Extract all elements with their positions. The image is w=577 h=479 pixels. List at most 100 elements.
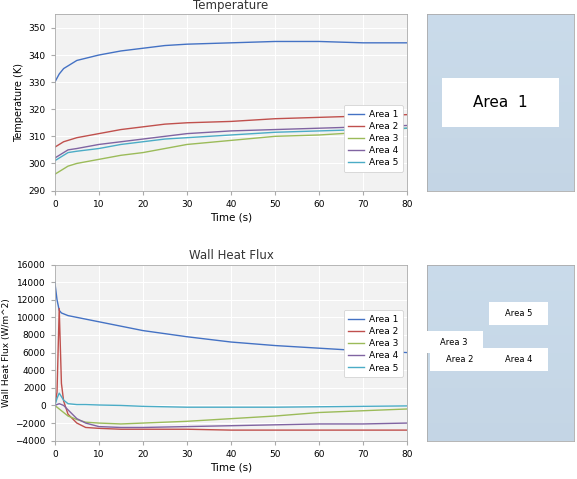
Area 4 [65,407,72,413]
Bar [427,120,574,129]
Area 2 [227,118,234,124]
Area 4 [162,134,168,139]
Area 1 [95,52,102,58]
Area 3 [360,129,367,135]
Bar [427,164,574,173]
Area 5 [140,403,147,409]
Area 5 [82,402,89,408]
Area 2 [404,427,411,433]
Area 3 [316,410,323,415]
Area 3 [227,416,234,422]
Text: Area 3: Area 3 [440,338,467,346]
X-axis label: Time (s): Time (s) [210,213,252,223]
Line: Area 5: Area 5 [55,128,407,161]
FancyBboxPatch shape [442,78,560,127]
Area 4 [54,402,61,408]
Area 2 [95,425,102,431]
Area 5 [58,394,65,399]
Area 1 [82,316,89,322]
Area 4 [118,139,125,145]
Area 3 [404,125,411,131]
Area 1 [183,41,190,47]
Area 4 [73,416,80,422]
Bar [427,173,574,182]
Area 4 [140,424,147,430]
Area 2 [58,380,65,386]
Area 1 [140,328,147,333]
Bar [427,50,574,58]
Bar [427,414,574,423]
Line: Area 5: Area 5 [55,393,407,407]
Area 4 [65,147,72,153]
Bar [427,41,574,50]
Area 1 [183,334,190,340]
Area 4 [95,424,102,430]
Area 3 [73,417,80,422]
Y-axis label: Wall Heat Flux (W/m^2): Wall Heat Flux (W/m^2) [2,298,11,407]
Area 4 [404,123,411,128]
Area 1 [316,345,323,351]
Area 1 [51,279,58,285]
Bar [427,362,574,370]
Area 3 [162,146,168,151]
Area 4 [316,125,323,131]
Area 4 [183,424,190,430]
Area 4 [118,424,125,430]
Area 2 [56,306,63,311]
Area 3 [65,413,72,419]
Bar [427,291,574,300]
Bar [427,388,574,397]
Area 3 [316,132,323,138]
Area 3 [140,150,147,156]
Bar [427,308,574,318]
Area 5 [118,142,125,148]
Bar [427,93,574,103]
Bar [427,137,574,147]
Area 5 [272,129,279,135]
Area 2 [162,121,168,127]
Area 1 [58,310,65,316]
Bar [427,344,574,353]
Bar [427,370,574,379]
Area 1 [360,40,367,46]
Area 2 [183,426,190,432]
Text: Area 2: Area 2 [446,355,473,364]
Area 2 [140,426,147,432]
Bar [427,335,574,344]
Area 5 [316,404,323,410]
Area 3 [51,171,58,177]
Legend: Area 1, Area 2, Area 3, Area 4, Area 5: Area 1, Area 2, Area 3, Area 4, Area 5 [343,105,403,172]
Area 4 [272,422,279,428]
Area 3 [272,413,279,419]
Area 2 [118,126,125,132]
Area 3 [227,137,234,143]
Area 4 [227,128,234,134]
Area 1 [60,311,67,317]
Area 2 [65,411,72,417]
Area 1 [118,323,125,329]
Area 5 [51,402,58,408]
Area 1 [54,297,61,303]
Bar [427,274,574,282]
Area 1 [65,63,72,69]
Bar [427,67,574,76]
Area 5 [272,404,279,410]
Area 5 [162,136,168,142]
Area 2 [404,112,411,117]
Area 4 [56,401,63,407]
Area 3 [56,406,63,412]
Bar [427,326,574,335]
Area 1 [404,40,411,46]
Area 2 [360,427,367,433]
Area 1 [56,71,63,77]
Area 3 [404,406,411,412]
Area 4 [58,402,65,408]
Area 5 [65,401,72,407]
Area 1 [51,79,58,85]
Area 3 [51,402,58,408]
Area 5 [56,390,63,396]
Area 3 [82,419,89,425]
Bar [427,282,574,291]
Area 5 [60,152,67,158]
Area 1 [272,342,279,348]
